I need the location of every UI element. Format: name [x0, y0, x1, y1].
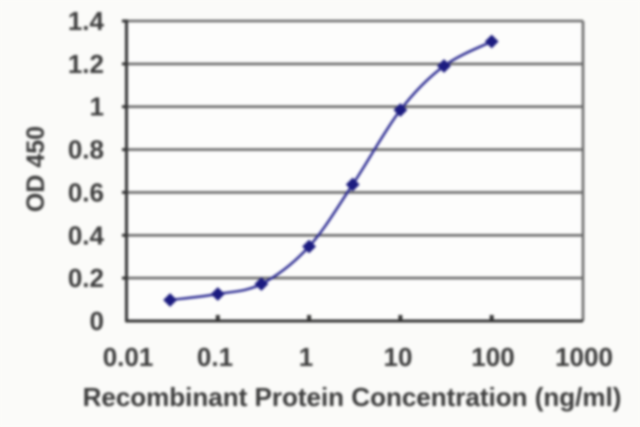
svg-text:0.1: 0.1	[197, 342, 233, 372]
svg-text:Recombinant Protein Concentrat: Recombinant Protein Concentration (ng/ml…	[83, 382, 622, 412]
svg-text:0.4: 0.4	[68, 220, 105, 250]
svg-text:1.4: 1.4	[68, 6, 105, 36]
svg-text:10: 10	[384, 342, 413, 372]
svg-text:1: 1	[90, 92, 104, 122]
svg-text:1000: 1000	[555, 342, 613, 372]
svg-text:0.8: 0.8	[68, 135, 104, 165]
svg-text:1: 1	[299, 342, 313, 372]
svg-text:0: 0	[90, 306, 104, 336]
svg-text:1.2: 1.2	[68, 49, 104, 79]
svg-text:0.6: 0.6	[68, 177, 104, 207]
svg-text:0.2: 0.2	[68, 263, 104, 293]
svg-text:0.01: 0.01	[103, 342, 154, 372]
svg-text:100: 100	[471, 342, 514, 372]
svg-text:OD 450: OD 450	[22, 126, 50, 212]
